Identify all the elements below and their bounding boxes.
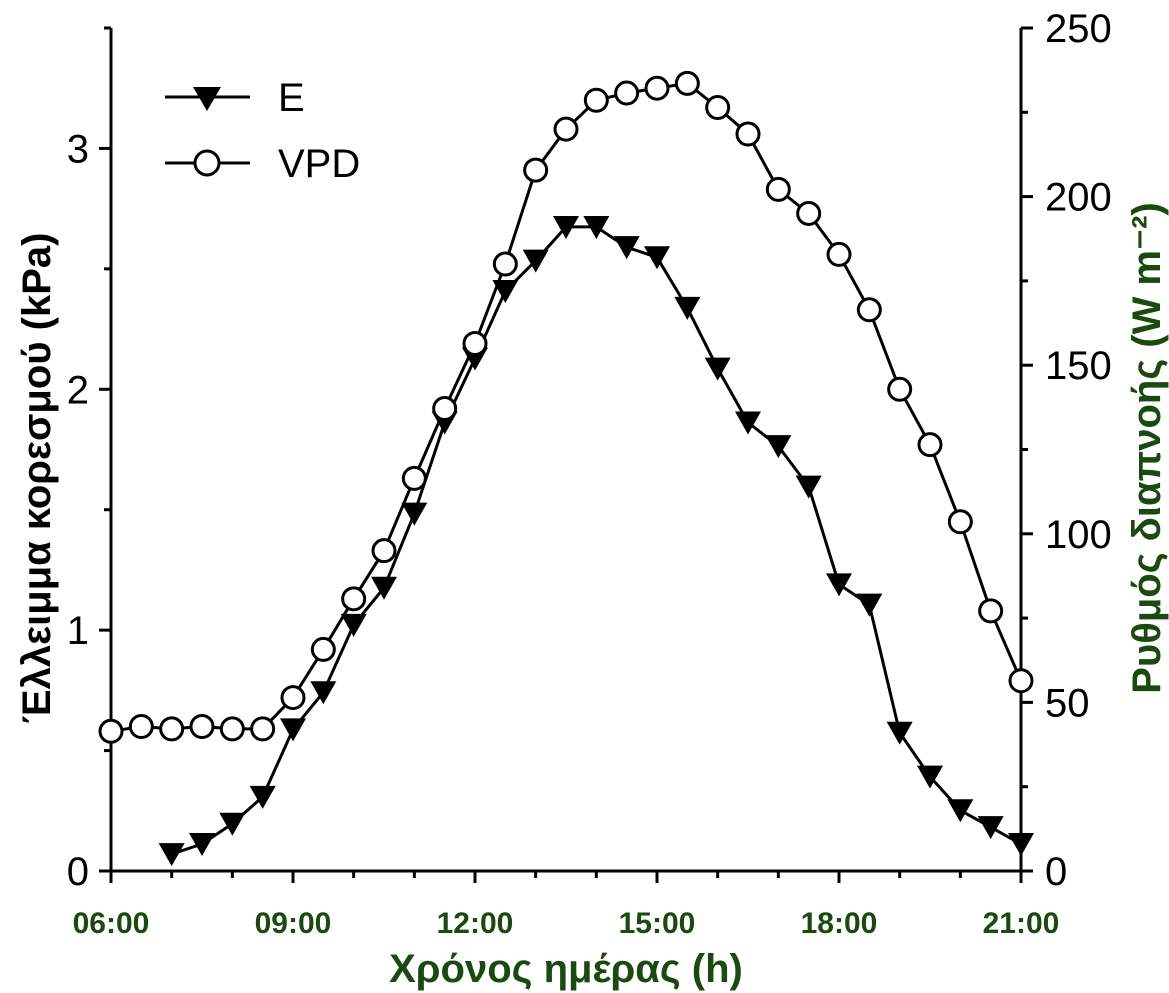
data-point-vpd (705, 94, 731, 120)
data-point-e (674, 296, 701, 320)
data-point-vpd (523, 157, 549, 183)
right-tick-label: 100 (1045, 513, 1112, 557)
data-point-vpd (1008, 668, 1034, 694)
data-point-e (189, 833, 215, 857)
left-tick-label: 0 (67, 850, 89, 894)
data-point-e (522, 249, 549, 273)
data-point-e (735, 411, 761, 435)
x-tick-label: 06:00 (73, 907, 150, 940)
data-point-e (977, 816, 1004, 840)
right-tick-label: 250 (1045, 7, 1112, 51)
data-point-vpd (947, 509, 973, 535)
series-line-vpd (110, 81, 1023, 733)
right-tick-label: 0 (1045, 850, 1067, 894)
data-point-e (856, 593, 883, 617)
data-point-vpd (219, 716, 245, 742)
legend-label-vpd: VPD (278, 142, 360, 186)
data-point-e (583, 215, 610, 239)
data-point-e (613, 236, 640, 260)
data-point-vpd (310, 636, 336, 662)
data-point-e (280, 718, 306, 742)
data-point-vpd (614, 80, 640, 106)
legend-marker-e (193, 87, 221, 111)
data-point-e (401, 502, 428, 526)
data-point-vpd (341, 586, 367, 612)
data-point-e (644, 246, 670, 270)
data-point-vpd (189, 713, 215, 739)
series-line-e (171, 225, 1022, 856)
right-tick-label: 200 (1045, 176, 1112, 220)
data-point-e (219, 812, 246, 836)
axes (101, 28, 1031, 873)
legend-marker-vpd (193, 149, 221, 177)
data-point-vpd (280, 685, 306, 711)
data-point-vpd (765, 176, 791, 202)
data-point-vpd (159, 716, 185, 742)
data-point-e (158, 843, 185, 867)
data-point-e (310, 681, 337, 705)
data-point-vpd (401, 465, 427, 491)
x-tick-label: 09:00 (255, 907, 332, 940)
x-tick-label: 12:00 (437, 907, 514, 940)
data-point-e (886, 721, 913, 745)
data-point-vpd (583, 87, 609, 113)
right-tick-label: 50 (1045, 681, 1090, 725)
left-tick-label: 2 (67, 368, 89, 412)
data-point-vpd (644, 75, 670, 101)
data-point-e (553, 215, 579, 239)
data-point-vpd (432, 396, 458, 422)
data-point-vpd (826, 241, 852, 267)
x-tick-label: 21:00 (983, 907, 1060, 940)
data-point-e (826, 573, 852, 597)
data-point-e (917, 765, 943, 789)
series-lines (110, 81, 1023, 856)
data-point-vpd (674, 70, 700, 96)
data-point-e (704, 357, 731, 381)
data-point-vpd (492, 251, 518, 277)
data-point-e (371, 576, 397, 600)
data-point-vpd (98, 718, 124, 744)
data-point-e (492, 280, 519, 304)
markers (98, 70, 1034, 867)
data-point-vpd (553, 116, 579, 142)
left-tick-label: 1 (67, 609, 89, 653)
data-point-e (765, 435, 792, 459)
data-point-vpd (371, 538, 397, 564)
data-point-vpd (917, 432, 943, 458)
data-point-vpd (735, 121, 761, 147)
x-axis-title: Χρόνος ημέρας (h) (389, 947, 743, 991)
data-point-e (795, 475, 822, 499)
x-tick-label: 15:00 (619, 907, 696, 940)
right-tick-label: 150 (1045, 344, 1112, 388)
data-point-vpd (462, 331, 488, 357)
data-point-e (1008, 833, 1034, 857)
left-tick-label: 3 (67, 127, 89, 171)
x-tick-label: 18:00 (801, 907, 878, 940)
data-point-vpd (796, 200, 822, 226)
data-point-e (947, 799, 974, 823)
data-point-vpd (250, 716, 276, 742)
data-point-vpd (978, 598, 1004, 624)
data-point-e (340, 613, 367, 637)
data-point-e (249, 785, 276, 809)
legend: E VPD (165, 76, 360, 186)
data-point-vpd (128, 713, 154, 739)
right-axis-title: Ρυθμός διαπνοής (W m⁻²) (1125, 202, 1169, 694)
data-point-vpd (887, 376, 913, 402)
ticks: 0 1 2 3 0 50 100 150 200 250 06:00 09:00 12:00 15:00 1… (67, 7, 1112, 940)
left-axis-title: Έλλειμμα κορεσμού (kPa) (15, 233, 59, 724)
legend-label-e: E (278, 76, 305, 120)
data-point-vpd (856, 297, 882, 323)
